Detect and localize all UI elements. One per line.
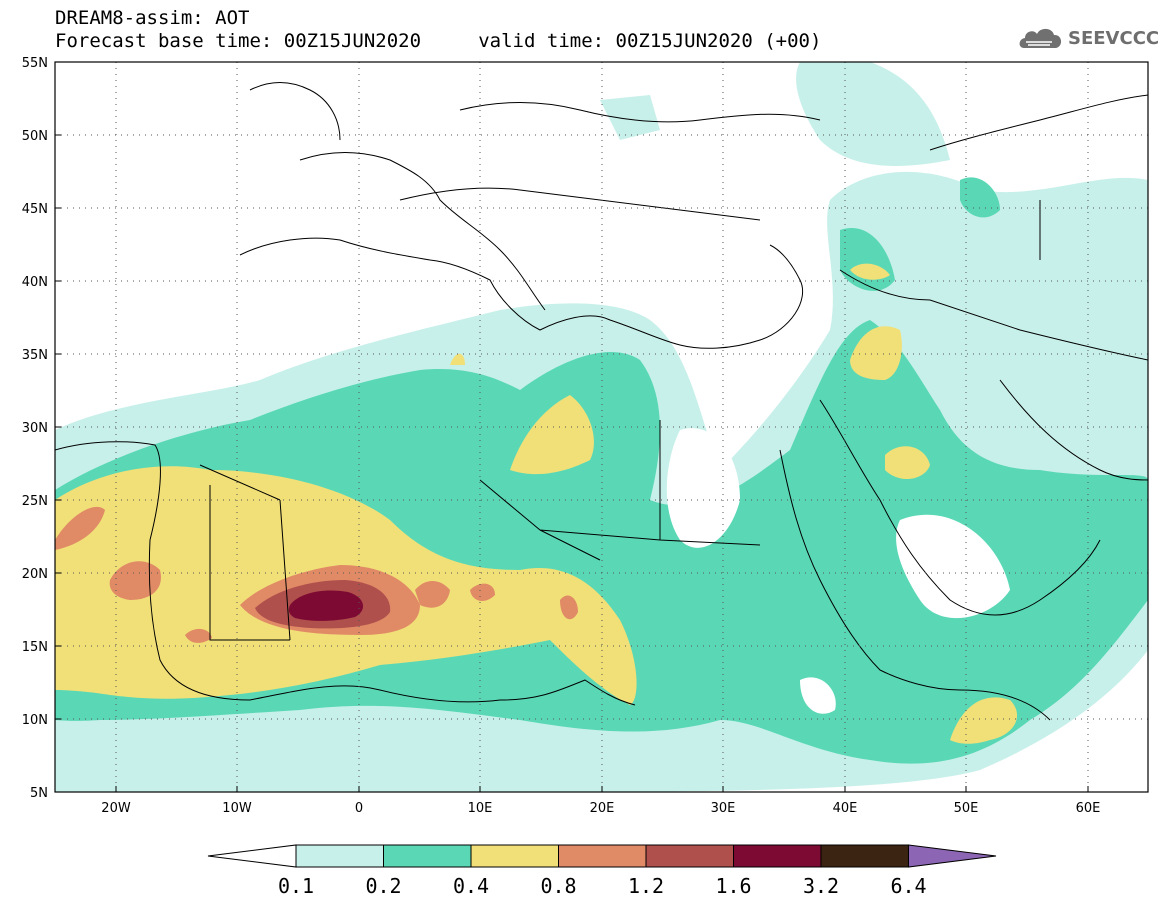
colorbar-box <box>558 844 647 868</box>
lat-labels: 55N 50N 45N 40N 35N 30N 25N 20N 15N 10N … <box>22 56 48 801</box>
lat-label: 25N <box>22 494 48 509</box>
lat-label: 45N <box>22 202 48 217</box>
lon-label: 10W <box>222 801 252 816</box>
lat-label: 40N <box>22 275 48 290</box>
lon-label: 30E <box>711 801 736 816</box>
lat-label: 15N <box>22 640 48 655</box>
tick-marks <box>55 61 1089 793</box>
cloud-icon <box>1019 28 1062 48</box>
lat-label: 10N <box>22 713 48 728</box>
logo-text: SEEVCCC <box>1068 28 1160 49</box>
colorbar-box <box>383 844 472 868</box>
coastlines <box>55 82 1148 721</box>
lon-label: 20E <box>590 801 615 816</box>
lat-label: 5N <box>30 786 48 801</box>
colorbar-label: 0.8 <box>540 874 576 898</box>
lat-label: 55N <box>22 56 48 71</box>
lat-label: 35N <box>22 348 48 363</box>
aot-map: 55N 50N 45N 40N 35N 30N 25N 20N 15N 10N … <box>22 56 1149 816</box>
seevccc-logo: SEEVCCC <box>1016 22 1160 56</box>
colorbar-labels: 0.1 0.2 0.4 0.8 1.2 1.6 3.2 6.4 <box>278 874 927 898</box>
lon-label: 10E <box>468 801 493 816</box>
map-subtitle: Forecast base time: 00Z15JUN2020 valid t… <box>55 30 822 52</box>
lon-label: 50E <box>954 801 979 816</box>
colorbar-boxes <box>207 844 997 868</box>
lat-label: 50N <box>22 129 48 144</box>
colorbar-min-arrow <box>207 844 297 868</box>
colorbar-label: 0.2 <box>365 874 401 898</box>
colorbar-box <box>470 844 559 868</box>
colorbar-label: 6.4 <box>890 874 926 898</box>
lon-label: 40E <box>833 801 858 816</box>
lon-label: 0 <box>355 801 363 816</box>
lon-label: 60E <box>1076 801 1101 816</box>
colorbar-box <box>645 844 734 868</box>
colorbar-box <box>295 844 384 868</box>
colorbar-label: 1.2 <box>628 874 664 898</box>
colorbar-label: 1.6 <box>715 874 751 898</box>
map-title: DREAM8-assim: AOT <box>55 7 250 29</box>
colorbar-box <box>733 844 822 868</box>
graticule <box>55 62 1148 792</box>
lon-label: 20W <box>101 801 131 816</box>
colorbar-label: 3.2 <box>803 874 839 898</box>
colorbar-label: 0.4 <box>453 874 489 898</box>
colorbar-max-arrow <box>908 844 997 868</box>
colorbar-box <box>820 844 909 868</box>
aot-shading <box>55 62 1148 792</box>
lat-label: 20N <box>22 567 48 582</box>
colorbar-label: 0.1 <box>278 874 314 898</box>
lat-label: 30N <box>22 421 48 436</box>
lon-labels: 20W 10W 0 10E 20E 30E 40E 50E 60E <box>101 801 1100 816</box>
